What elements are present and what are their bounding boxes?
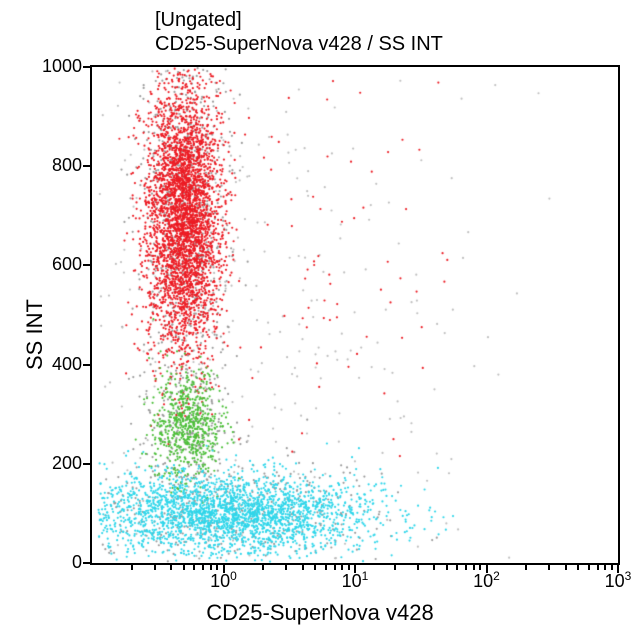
x-minor-tick-mark [525, 565, 527, 570]
x-minor-tick-mark [202, 565, 204, 570]
y-tick-label: 0 [32, 552, 82, 573]
x-minor-tick-mark [348, 565, 350, 570]
x-minor-tick-mark [577, 565, 579, 570]
x-minor-tick-mark [433, 565, 435, 570]
x-minor-tick-mark [170, 565, 172, 570]
x-minor-tick-mark [611, 565, 613, 570]
x-minor-tick-mark [456, 565, 458, 570]
y-tick-mark [83, 463, 90, 465]
chart-stage: [Ungated] CD25-SuperNova v428 / SS INT S… [0, 0, 640, 640]
title-line-2: CD25-SuperNova v428 / SS INT [155, 32, 443, 56]
y-tick-label: 200 [32, 453, 82, 474]
scatter-canvas [92, 67, 618, 563]
x-minor-tick-mark [325, 565, 327, 570]
x-minor-tick-mark [193, 565, 195, 570]
chart-title: [Ungated] CD25-SuperNova v428 / SS INT [155, 8, 443, 56]
y-tick-label: 400 [32, 354, 82, 375]
x-minor-tick-mark [479, 565, 481, 570]
x-minor-tick-mark [131, 565, 133, 570]
x-minor-tick-mark [341, 565, 343, 570]
x-minor-tick-mark [216, 565, 218, 570]
x-minor-tick-mark [285, 565, 287, 570]
plot-area [90, 65, 620, 565]
x-minor-tick-mark [183, 565, 185, 570]
y-tick-mark [83, 364, 90, 366]
y-tick-label: 1000 [32, 56, 82, 77]
x-minor-tick-mark [154, 565, 156, 570]
y-tick-mark [83, 264, 90, 266]
x-minor-tick-mark [262, 565, 264, 570]
y-tick-label: 600 [32, 254, 82, 275]
x-minor-tick-mark [473, 565, 475, 570]
x-tick-mark [617, 565, 619, 573]
y-tick-mark [83, 66, 90, 68]
x-axis-label: CD25-SuperNova v428 [0, 600, 640, 626]
y-tick-label: 800 [32, 155, 82, 176]
x-minor-tick-mark [210, 565, 212, 570]
x-minor-tick-mark [465, 565, 467, 570]
x-minor-tick-mark [394, 565, 396, 570]
x-tick-mark [354, 565, 356, 573]
y-tick-mark [83, 165, 90, 167]
y-tick-mark [83, 562, 90, 564]
x-minor-tick-mark [302, 565, 304, 570]
x-minor-tick-mark [334, 565, 336, 570]
x-tick-mark [486, 565, 488, 573]
title-line-1: [Ungated] [155, 8, 443, 32]
x-minor-tick-mark [588, 565, 590, 570]
x-tick-mark [223, 565, 225, 573]
x-minor-tick-mark [597, 565, 599, 570]
x-minor-tick-mark [548, 565, 550, 570]
x-minor-tick-mark [314, 565, 316, 570]
x-minor-tick-mark [446, 565, 448, 570]
x-minor-tick-mark [604, 565, 606, 570]
x-minor-tick-mark [417, 565, 419, 570]
x-minor-tick-mark [565, 565, 567, 570]
